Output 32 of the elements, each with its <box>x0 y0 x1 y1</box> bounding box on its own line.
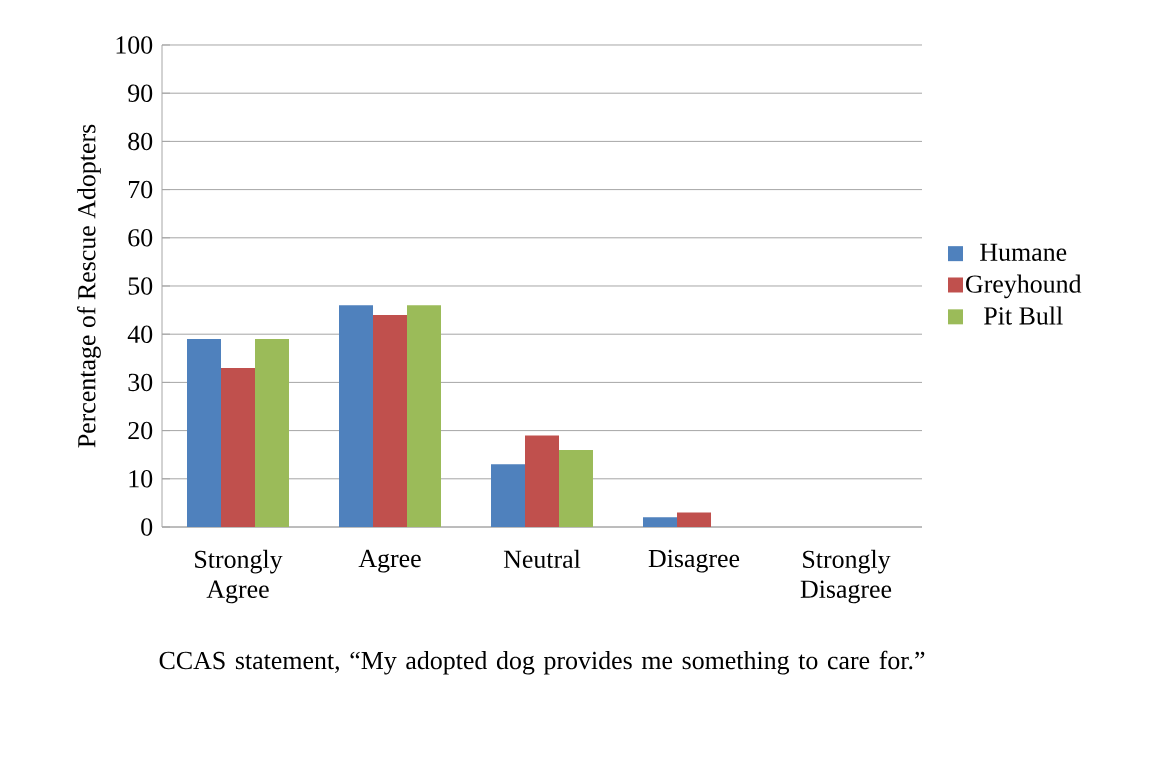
y-tick-label: 60 <box>128 229 153 247</box>
legend-label: Greyhound <box>966 274 1082 299</box>
y-tick-label: 40 <box>127 325 153 343</box>
legend-label: Pit Bull <box>984 306 1063 325</box>
x-tick-label: Neutral <box>503 549 581 569</box>
bar <box>559 449 593 527</box>
y-tick-label: 80 <box>128 132 153 151</box>
bar <box>677 512 712 527</box>
x-tick-label: Strongly Disagree <box>800 549 892 604</box>
bar <box>525 435 559 527</box>
bar <box>373 314 407 527</box>
bar <box>187 339 221 527</box>
bar <box>407 305 441 527</box>
bar <box>255 339 289 527</box>
x-tick-label: Strongly Agree <box>195 549 283 604</box>
y-tick-label: 20 <box>128 421 153 440</box>
y-tick-label: 30 <box>128 373 153 392</box>
bar <box>221 367 255 527</box>
x-tick-label: Agree <box>358 549 421 573</box>
y-tick-label: 10 <box>129 470 153 488</box>
bar <box>339 305 373 527</box>
y-tick-label: 100 <box>116 36 153 54</box>
y-tick-label: 90 <box>128 84 153 102</box>
y-axis-title: Percentage of Rescue Adopters <box>77 124 101 448</box>
bar <box>491 464 525 527</box>
x-tick-label: Disagree <box>648 549 740 573</box>
y-tick-label: 70 <box>128 180 153 199</box>
x-axis-title: CCAS statement, “My adopted dog provides me something to care for.” <box>159 650 925 675</box>
bar <box>643 517 678 527</box>
y-tick-label: 50 <box>128 277 153 295</box>
legend-label: Humane <box>980 243 1067 261</box>
y-tick-label: 0 <box>141 518 153 536</box>
